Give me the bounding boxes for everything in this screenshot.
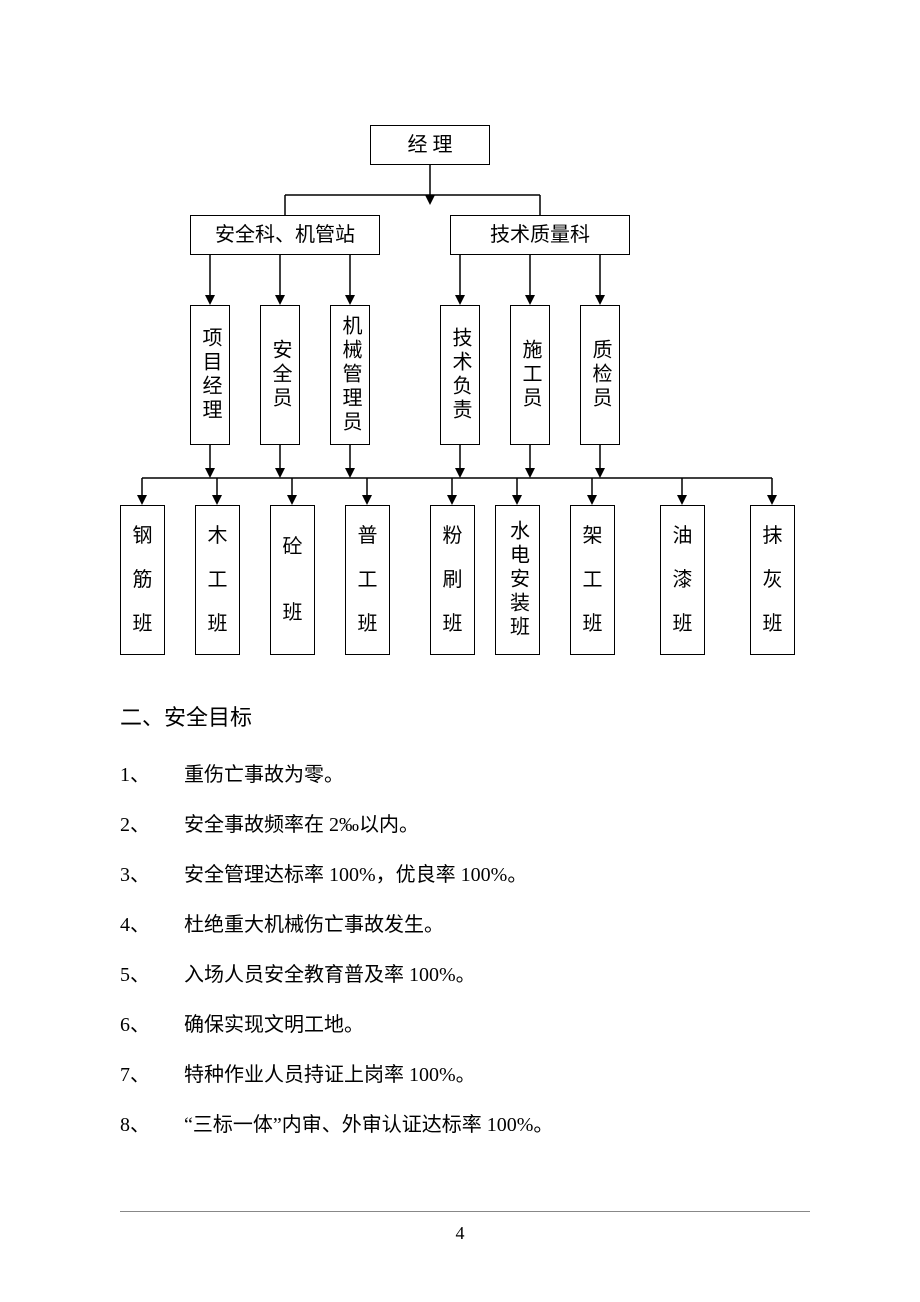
node-project-manager: 项目经理: [190, 305, 230, 445]
node-team-scaffold: 架工班: [570, 505, 615, 655]
node-team-general: 普工班: [345, 505, 390, 655]
node-machine-admin: 机械管理员: [330, 305, 370, 445]
goal-number: 8、: [120, 1100, 184, 1150]
goal-number: 1、: [120, 750, 184, 800]
goal-text: 安全管理达标率 100%，优良率 100%。: [184, 850, 527, 900]
goal-item: 2、安全事故频率在 2‰以内。: [120, 800, 800, 850]
node-team-paint: 油漆班: [660, 505, 705, 655]
node-team-mortar: 抹灰班: [750, 505, 795, 655]
goal-item: 3、安全管理达标率 100%，优良率 100%。: [120, 850, 800, 900]
goal-number: 7、: [120, 1050, 184, 1100]
page-number: 4: [0, 1223, 920, 1244]
goal-text: 杜绝重大机械伤亡事故发生。: [184, 900, 444, 950]
node-constructor: 施工员: [510, 305, 550, 445]
goal-text: 重伤亡事故为零。: [184, 750, 344, 800]
node-team-rebar: 钢筋班: [120, 505, 165, 655]
goal-item: 7、特种作业人员持证上岗率 100%。: [120, 1050, 800, 1100]
node-team-mep: 水电安装班: [495, 505, 540, 655]
goal-item: 1、重伤亡事故为零。: [120, 750, 800, 800]
goal-text: 入场人员安全教育普及率 100%。: [184, 950, 476, 1000]
goal-item: 5、入场人员安全教育普及率 100%。: [120, 950, 800, 1000]
page: 经 理 安全科、机管站 技术质量科 项目经理 安全员 机械管理员 技术负责 施工…: [0, 0, 920, 1302]
goal-item: 6、确保实现文明工地。: [120, 1000, 800, 1050]
goal-item: 4、杜绝重大机械伤亡事故发生。: [120, 900, 800, 950]
node-qc: 质检员: [580, 305, 620, 445]
node-tech-lead: 技术负责: [440, 305, 480, 445]
goal-number: 3、: [120, 850, 184, 900]
goal-item: 8、“三标一体”内审、外审认证达标率 100%。: [120, 1100, 800, 1150]
node-team-plaster: 粉刷班: [430, 505, 475, 655]
goal-text: “三标一体”内审、外审认证达标率 100%。: [184, 1100, 553, 1150]
goal-number: 4、: [120, 900, 184, 950]
goal-number: 2、: [120, 800, 184, 850]
section-title: 二、安全目标: [120, 700, 800, 732]
node-manager: 经 理: [370, 125, 490, 165]
goal-text: 确保实现文明工地。: [184, 1000, 364, 1050]
goal-number: 5、: [120, 950, 184, 1000]
org-chart: 经 理 安全科、机管站 技术质量科 项目经理 安全员 机械管理员 技术负责 施工…: [120, 110, 800, 670]
node-team-concrete: 砼班: [270, 505, 315, 655]
goal-number: 6、: [120, 1000, 184, 1050]
goal-list: 1、重伤亡事故为零。 2、安全事故频率在 2‰以内。 3、安全管理达标率 100…: [120, 750, 800, 1150]
footer-rule: [120, 1211, 810, 1212]
node-dept-safety: 安全科、机管站: [190, 215, 380, 255]
goal-text: 特种作业人员持证上岗率 100%。: [184, 1050, 476, 1100]
node-team-wood: 木工班: [195, 505, 240, 655]
node-safety-officer: 安全员: [260, 305, 300, 445]
node-dept-tech: 技术质量科: [450, 215, 630, 255]
goal-text: 安全事故频率在 2‰以内。: [184, 800, 419, 850]
